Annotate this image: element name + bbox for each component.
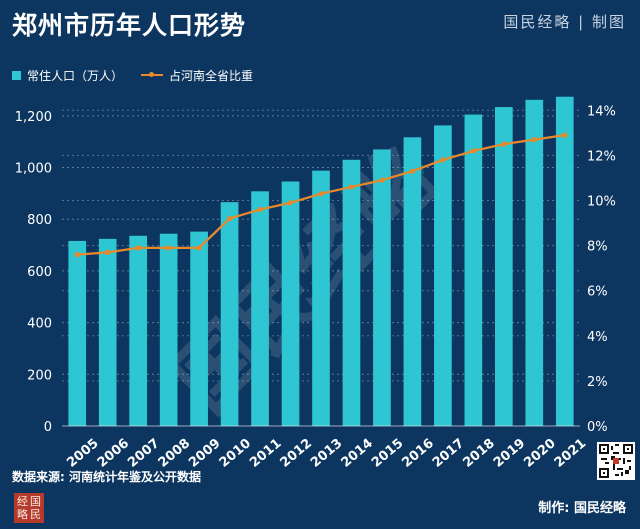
legend-line-swatch: [141, 72, 164, 77]
share-point-2007: [135, 245, 141, 251]
y-right-tick-label: 8%: [587, 240, 608, 255]
y-left-tick-label: 800: [27, 213, 52, 228]
x-tick-label: 2020: [521, 436, 558, 471]
x-tick-label: 2009: [186, 436, 223, 471]
legend-label-share: 占河南全省比重: [169, 68, 254, 83]
share-point-2010: [226, 215, 233, 222]
share-point-2009: [196, 245, 202, 251]
y-left-tick-label: 600: [27, 265, 52, 280]
x-tick-label: 2011: [247, 436, 284, 471]
y-left-tick-label: 400: [27, 317, 52, 332]
y-right-tick-label: 14%: [587, 104, 616, 119]
share-point-2018: [470, 148, 476, 154]
share-point-2005: [74, 252, 80, 258]
y-left-tick-label: 0: [44, 420, 52, 435]
x-tick-label: 2019: [491, 436, 528, 471]
bar-2019: [494, 107, 513, 426]
y-left-tick-label: 200: [27, 368, 52, 383]
x-tick-label: 2017: [430, 436, 467, 471]
share-point-2013: [318, 191, 324, 197]
share-point-2019: [501, 141, 507, 147]
bar-2009: [190, 231, 208, 426]
x-tick-label: 2013: [308, 436, 345, 471]
share-point-2016: [409, 168, 416, 174]
x-tick-label: 2005: [64, 436, 101, 471]
x-tick-label: 2018: [460, 436, 497, 471]
bar-2012: [281, 181, 300, 426]
bar-2005: [68, 240, 87, 426]
bar-2006: [98, 238, 117, 426]
y-right-tick-label: 6%: [587, 285, 608, 300]
y-right-tick-label: 10%: [587, 194, 616, 209]
x-tick-label: 2015: [369, 436, 406, 471]
share-point-2021: [562, 132, 568, 138]
brand-signature: 国民经略 | 制图: [503, 13, 626, 31]
x-tick-label: 2006: [95, 436, 132, 471]
qr-code: [597, 442, 635, 480]
x-tick-label: 2016: [399, 436, 436, 471]
x-tick-label: 2008: [156, 436, 193, 471]
legend-label-population: 常住人口（万人）: [27, 68, 124, 83]
data-source-note: 数据来源: 河南统计年鉴及公开数据: [12, 470, 201, 484]
brand-seal-logo: 经国略民: [14, 493, 44, 523]
bar-2021: [555, 96, 574, 426]
share-point-2008: [166, 245, 172, 251]
share-point-2011: [257, 206, 263, 213]
bar-2018: [464, 114, 483, 427]
share-point-2020: [531, 137, 537, 143]
y-left-tick-label: 1,000: [15, 162, 52, 177]
x-tick-label: 2012: [278, 436, 315, 471]
bar-2011: [251, 191, 269, 426]
share-point-2012: [287, 200, 294, 206]
share-point-2017: [440, 157, 446, 163]
bar-2014: [342, 159, 361, 427]
x-tick-label: 2010: [217, 436, 254, 471]
share-point-2014: [348, 184, 355, 190]
y-right-tick-label: 4%: [587, 330, 608, 345]
y-right-tick-label: 0%: [587, 420, 608, 435]
x-tick-label: 2021: [552, 436, 589, 471]
bar-2016: [403, 137, 422, 426]
share-point-2006: [105, 249, 111, 255]
x-tick-label: 2007: [125, 436, 162, 471]
bar-2020: [525, 99, 544, 427]
share-point-2015: [379, 177, 385, 183]
bar-2007: [129, 235, 148, 426]
bar-2015: [373, 149, 391, 426]
y-right-tick-label: 12%: [587, 149, 616, 164]
y-right-tick-label: 2%: [587, 375, 608, 390]
chart-title: 郑州市历年人口形势: [12, 11, 247, 40]
qr-code-pattern: [599, 444, 633, 478]
legend-item-share: 占河南全省比重: [141, 67, 253, 84]
legend-bar-swatch: [12, 70, 21, 80]
bar-2010: [220, 202, 239, 426]
legend-item-population: 常住人口（万人）: [12, 67, 123, 84]
chart-legend: 常住人口（万人） 占河南全省比重: [12, 67, 271, 83]
bar-2013: [312, 170, 330, 426]
y-left-tick-label: 1,200: [15, 110, 52, 125]
bar-2008: [159, 233, 178, 426]
credit-note: 制作: 国民经略: [538, 501, 626, 516]
bar-2017: [434, 125, 452, 426]
x-tick-label: 2014: [339, 436, 376, 471]
